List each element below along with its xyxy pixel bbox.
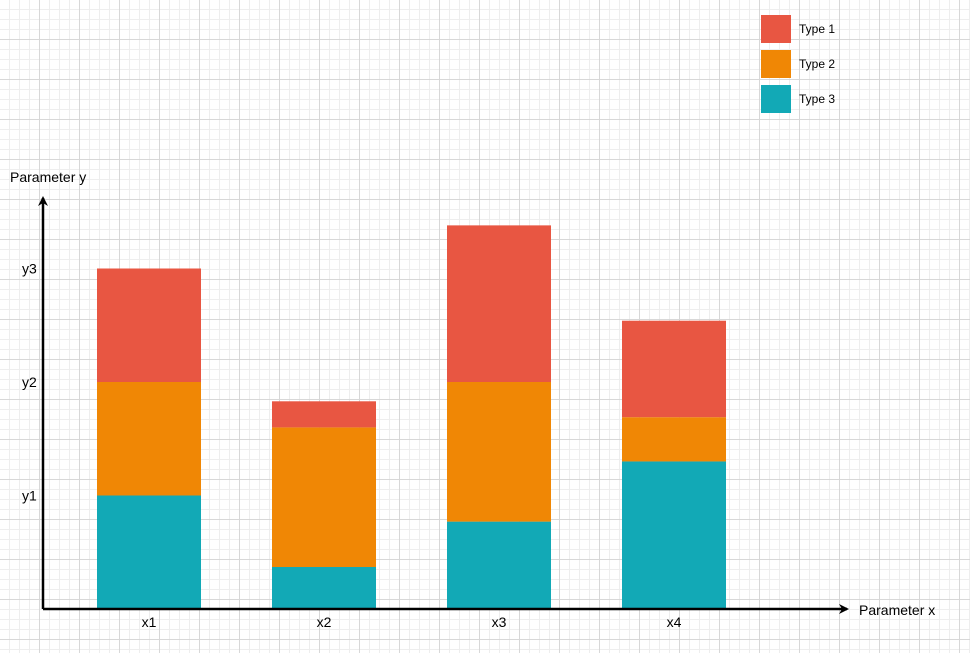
legend: Type 1 Type 2 Type 3 — [761, 14, 835, 119]
bars-group — [97, 225, 726, 609]
x-tick-label-x3: x3 — [492, 614, 507, 630]
bar-x4-type-1 — [622, 320, 726, 418]
x-tick-labels: x1 x2 x3 x4 — [142, 614, 682, 630]
legend-swatch-type-1 — [761, 14, 791, 43]
bar-x3-type-2 — [447, 382, 551, 522]
y-axis-label: Parameter y — [10, 169, 86, 185]
x-axis-label: Parameter x — [859, 602, 935, 618]
y-tick-label-y1: y1 — [22, 488, 37, 504]
legend-item-type-3: Type 3 — [761, 84, 835, 113]
x-tick-label-x4: x4 — [667, 614, 682, 630]
y-tick-labels: y1 y2 y3 — [22, 261, 37, 504]
bar-x4-type-2 — [622, 417, 726, 462]
bar-x1-type-3 — [97, 495, 201, 609]
legend-label-type-1: Type 1 — [799, 21, 836, 36]
bar-x1-type-1 — [97, 268, 201, 382]
legend-item-type-1: Type 1 — [761, 14, 835, 43]
bar-x1-type-2 — [97, 382, 201, 496]
x-tick-label-x2: x2 — [317, 614, 332, 630]
bar-x3-type-3 — [447, 521, 551, 609]
bar-x4-type-3 — [622, 461, 726, 609]
bar-x2-type-3 — [272, 567, 376, 609]
bar-x2-type-2 — [272, 427, 376, 568]
y-tick-label-y3: y3 — [22, 261, 37, 277]
legend-item-type-2: Type 2 — [761, 49, 835, 78]
bar-x3-type-1 — [447, 225, 551, 382]
legend-label-type-2: Type 2 — [799, 56, 836, 71]
legend-label-type-3: Type 3 — [799, 91, 836, 106]
x-tick-label-x1: x1 — [142, 614, 157, 630]
legend-swatch-type-2 — [761, 49, 791, 78]
bar-x2-type-1 — [272, 401, 376, 428]
legend-swatch-type-3 — [761, 84, 791, 113]
y-tick-label-y2: y2 — [22, 374, 37, 390]
